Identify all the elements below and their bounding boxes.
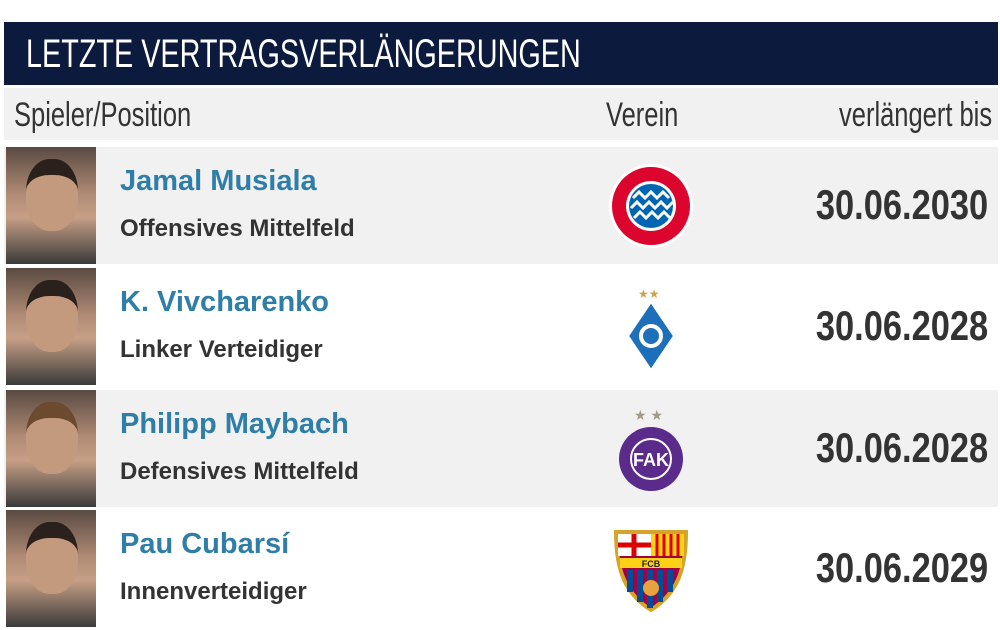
player-name-link[interactable]: Philipp Maybach (120, 408, 349, 440)
dynamo-kyiv-logo[interactable]: ★★ (608, 284, 694, 370)
player-photo[interactable] (6, 268, 96, 385)
table-row[interactable]: Pau Cubarsí Innenverteidiger FCB 30.06.2… (4, 510, 998, 627)
column-player: Spieler/Position (14, 96, 192, 134)
svg-text:★ ★: ★ ★ (634, 407, 663, 423)
section-title: LETZTE VERTRAGSVERLÄNGERUNGEN (26, 32, 581, 76)
player-position: Offensives Mittelfeld (120, 215, 355, 242)
contract-until-date: 30.06.2030 (815, 181, 988, 228)
player-position: Linker Verteidiger (120, 336, 323, 363)
player-name-link[interactable]: Pau Cubarsí (120, 528, 290, 560)
table-header: Spieler/Position Verein verlängert bis (4, 88, 998, 140)
table-row[interactable]: K. Vivcharenko Linker Verteidiger ★★ 30.… (4, 268, 998, 385)
fk-austria-wien-logo[interactable]: ★ ★ FAK (608, 406, 694, 492)
svg-text:★★: ★★ (638, 287, 660, 301)
column-until: verlängert bis (838, 96, 992, 134)
table-row[interactable]: Jamal Musiala Offensives Mittelfeld 30.0… (4, 147, 998, 264)
player-photo[interactable] (6, 147, 96, 264)
contract-until-date: 30.06.2028 (815, 302, 988, 349)
player-position: Defensives Mittelfeld (120, 458, 359, 485)
svg-text:FAK: FAK (633, 450, 669, 470)
section-title-bar: LETZTE VERTRAGSVERLÄNGERUNGEN (4, 22, 998, 85)
player-photo[interactable] (6, 390, 96, 507)
fc-barcelona-logo[interactable]: FCB (608, 526, 694, 612)
contract-until-date: 30.06.2028 (815, 424, 988, 471)
player-name-link[interactable]: K. Vivcharenko (120, 286, 330, 318)
player-position: Innenverteidiger (120, 578, 307, 605)
fc-bayern-muenchen-logo[interactable] (608, 163, 694, 249)
svg-text:FCB: FCB (642, 559, 661, 569)
player-photo[interactable] (6, 510, 96, 627)
column-club: Verein (606, 96, 679, 134)
player-name-link[interactable]: Jamal Musiala (120, 165, 317, 197)
table-row[interactable]: Philipp Maybach Defensives Mittelfeld ★ … (4, 390, 998, 507)
contract-until-date: 30.06.2029 (815, 544, 988, 591)
